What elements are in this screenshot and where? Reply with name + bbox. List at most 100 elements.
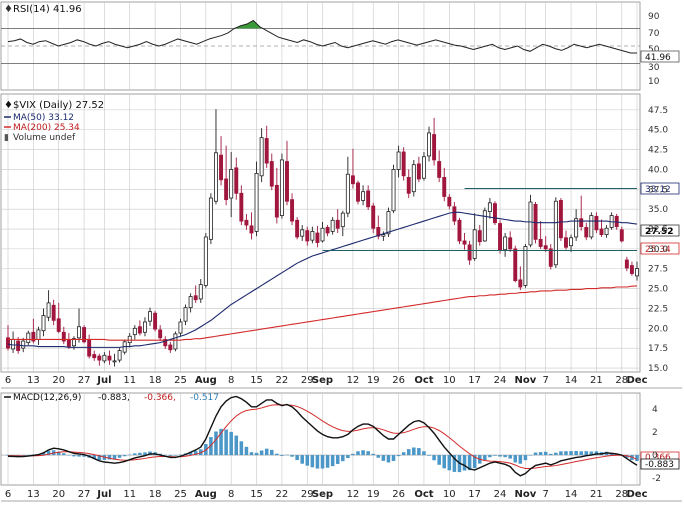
macd-y-tick-label: -2 (652, 474, 661, 484)
candle-down (6, 337, 10, 349)
candle-down (158, 329, 163, 339)
macd-line (7, 395, 638, 477)
candle-down (513, 248, 518, 282)
x-tick-label: Aug (195, 489, 217, 500)
x-tick-label: 28 (615, 375, 628, 386)
macd-histogram-bar (21, 455, 25, 456)
x-tick-label: 11 (123, 375, 136, 386)
macd-histogram-bar (219, 428, 223, 456)
macd-histogram-bar (168, 455, 173, 456)
macd-histogram-bar (310, 455, 315, 468)
macd-histogram-bar (239, 441, 244, 456)
candle-down (168, 344, 173, 351)
ma200-legend: MA(200) 25.34 (13, 123, 80, 133)
candle-down (467, 244, 472, 261)
macd-histogram-bar (371, 453, 375, 456)
ma50-line (7, 211, 638, 348)
macd-histogram-bar (579, 451, 583, 456)
macd-histogram-bar (275, 453, 279, 456)
macd-histogram-bar (366, 451, 370, 456)
volume-legend: Volume undef (13, 133, 76, 143)
candle-down (366, 190, 371, 208)
macd-histogram-bar (447, 455, 452, 471)
macd-histogram-bar (513, 455, 518, 463)
candle-up (421, 156, 426, 179)
candle-down (406, 176, 411, 194)
price-last-box (640, 224, 680, 237)
rsi-legend-icon: ♦ (4, 4, 13, 15)
macd-histogram-bar (249, 452, 254, 456)
macd-histogram-bar (127, 454, 132, 456)
x-tick-label: 27 (78, 375, 91, 386)
candle-up (208, 197, 213, 240)
candle-up (361, 191, 366, 201)
macd-histogram-bar (635, 455, 639, 462)
candle-down (219, 154, 224, 181)
macd-histogram-bar (72, 455, 76, 457)
candle-down (538, 238, 543, 247)
candle-up (214, 152, 218, 202)
candle-down (239, 192, 244, 222)
macd-histogram-bar (173, 455, 178, 456)
macd-histogram-bar (188, 451, 193, 456)
candle-up (330, 219, 335, 232)
macd-signal-value-label: 0.366 (645, 453, 671, 463)
candle-up (77, 326, 81, 339)
macd-histogram-bar (107, 455, 112, 460)
x-tick-label: 12 (347, 489, 360, 500)
x-tick-label: 14 (565, 489, 578, 500)
macd-histogram-bar (467, 455, 472, 471)
candle-down (66, 339, 71, 347)
ma200-value-label: 25.34 (645, 245, 671, 255)
x-tick-label: 10 (443, 489, 456, 500)
candle-down (269, 161, 274, 187)
candle-down (624, 259, 629, 269)
x-tick-label: 8 (228, 489, 234, 500)
candle-down (584, 227, 589, 238)
macd-histogram-bar (452, 455, 457, 472)
x-tick-label: Nov (515, 489, 537, 500)
price-y-tick-label: 17.5 (648, 344, 668, 354)
candle-up (523, 246, 528, 286)
candle-up (381, 234, 386, 237)
macd-histogram-bar (41, 452, 46, 456)
macd-histogram-bar (569, 451, 573, 456)
candle-down (16, 340, 21, 351)
candle-up (183, 307, 188, 322)
macd-histogram-bar (234, 435, 239, 456)
macd-histogram-bar (498, 455, 502, 457)
macd-histogram-bar (462, 455, 467, 471)
rsi-tick-30: 30 (648, 63, 660, 73)
macd-histogram-bar (193, 450, 198, 456)
macd-histogram-bar (270, 449, 274, 456)
candle-up (21, 340, 26, 349)
macd-histogram-bar (584, 451, 589, 456)
candle-up (132, 327, 137, 336)
candle-up (411, 164, 416, 193)
macd-histogram-bar (351, 453, 355, 456)
x-tick-label: 29 (301, 375, 314, 386)
macd-histogram-bar (224, 429, 228, 456)
macd-histogram-bar (356, 451, 360, 456)
macd-histogram-bar (533, 452, 538, 456)
price-y-tick-label: 22.5 (648, 304, 668, 314)
macd-histogram-bar (97, 455, 102, 461)
candle-down (564, 237, 568, 248)
candle-up (178, 321, 183, 334)
macd-histogram-bar (564, 451, 568, 456)
candle-down (107, 355, 112, 361)
candle-down (447, 196, 452, 207)
price-y-tick-label: 42.5 (648, 146, 668, 156)
macd-value-label: -0.883 (645, 460, 674, 470)
macd-histogram-bar (264, 448, 269, 456)
macd-histogram-bar (559, 451, 563, 456)
candle-up (148, 311, 152, 322)
candle-up (340, 212, 345, 228)
rsi-tick-90: 90 (648, 12, 660, 22)
candle-down (401, 151, 406, 177)
candle-down (548, 248, 553, 267)
candle-up (11, 339, 16, 350)
candle-down (619, 229, 624, 242)
macd-histogram-bar (341, 455, 345, 462)
